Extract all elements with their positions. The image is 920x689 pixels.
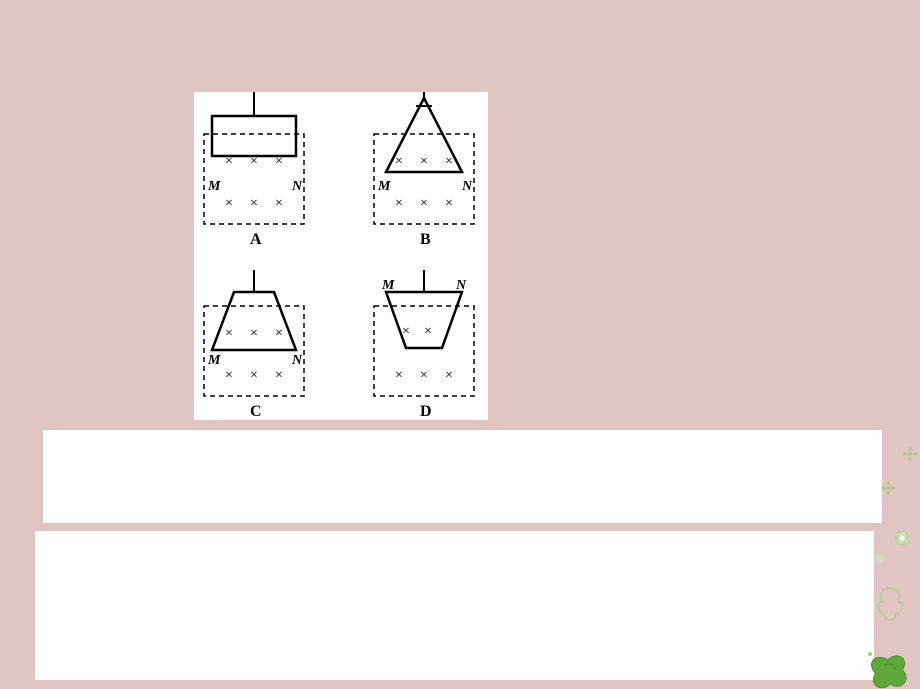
cross-mark: ×	[445, 368, 453, 383]
cross-mark: ×	[275, 326, 283, 341]
cross-mark: ×	[395, 196, 403, 211]
cross-mark: ×	[250, 368, 258, 383]
panel-label-B: B	[420, 231, 431, 248]
label-N: N	[291, 353, 303, 368]
cross-mark: ×	[420, 154, 428, 169]
cross-mark: ×	[275, 368, 283, 383]
cross-mark: ×	[250, 154, 258, 169]
cross-mark: ×	[424, 324, 432, 339]
panel-C: × × × × × × M N C	[204, 270, 304, 420]
panel-label-D: D	[420, 403, 432, 420]
cross-mark: ×	[250, 196, 258, 211]
label-M: M	[207, 179, 221, 194]
cross-mark: ×	[395, 154, 403, 169]
label-N: N	[291, 179, 303, 194]
panel-D: × × × × × M N D	[374, 270, 474, 420]
cross-mark: ×	[275, 154, 283, 169]
panel-label-C: C	[250, 403, 262, 420]
content-box-1	[43, 430, 882, 523]
label-M: M	[207, 353, 221, 368]
cross-mark: ×	[445, 154, 453, 169]
physics-diagram: × × × × × × M N A × × × × × × M N B	[194, 92, 488, 420]
cross-mark: ×	[225, 154, 233, 169]
cross-mark: ×	[225, 196, 233, 211]
label-M: M	[377, 179, 391, 194]
cross-mark: ×	[250, 326, 258, 341]
cross-mark: ×	[420, 368, 428, 383]
content-box-2	[35, 531, 874, 680]
panel-A: × × × × × × M N A	[204, 92, 304, 248]
label-N: N	[455, 278, 467, 293]
label-N: N	[461, 179, 473, 194]
cross-mark: ×	[402, 324, 410, 339]
cross-mark: ×	[395, 368, 403, 383]
cross-mark: ×	[420, 196, 428, 211]
label-M: M	[381, 278, 395, 293]
cross-mark: ×	[225, 326, 233, 341]
panel-label-A: A	[250, 231, 262, 248]
cross-mark: ×	[275, 196, 283, 211]
panel-B: × × × × × × M N B	[374, 92, 474, 248]
cross-mark: ×	[225, 368, 233, 383]
cross-mark: ×	[445, 196, 453, 211]
